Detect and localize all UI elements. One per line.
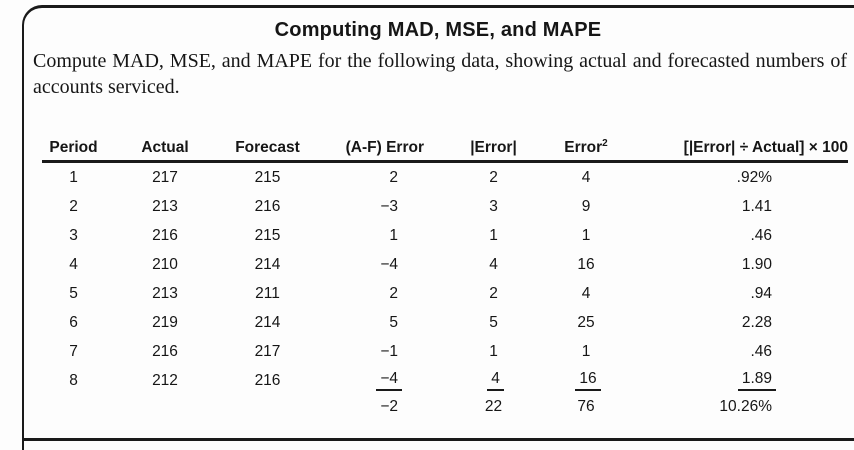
cell-abs-error: 5: [489, 313, 498, 331]
cell-period: 4: [69, 255, 78, 273]
cell-forecast: 211: [255, 284, 280, 302]
cell-pct-error: .92%: [736, 168, 772, 186]
error-squared-base: Error: [564, 139, 603, 156]
cell-forecast: 214: [254, 313, 281, 331]
table-row: 3 216 215 1 1 1 .46: [42, 221, 848, 250]
cell-actual: 216: [152, 342, 178, 360]
table-row: 2 213 216 −3 3 9 1.41: [42, 192, 848, 221]
cell-error-sq: 25: [577, 313, 595, 331]
section-divider-rule: [22, 438, 854, 441]
sum-underline: 4: [487, 370, 504, 391]
total-pct-error: 10.26%: [719, 398, 772, 415]
example-box-frame: [22, 5, 854, 450]
cell-period: 2: [69, 197, 78, 215]
cell-abs-error: 1: [489, 342, 498, 360]
cell-af-error: 2: [389, 284, 398, 302]
cell-af-error: −3: [380, 197, 398, 215]
cell-af-error: −4: [320, 370, 430, 391]
cell-period: 7: [69, 342, 78, 360]
problem-description: Compute MAD, MSE, and MAPE for the follo…: [33, 50, 847, 98]
cell-actual: 210: [152, 255, 178, 273]
cell-actual: 216: [152, 226, 178, 244]
col-header-abs-error: |Error|: [470, 139, 517, 156]
col-header-pct-error: [|Error| ÷ Actual] × 100: [683, 139, 848, 156]
cell-forecast: 215: [254, 226, 281, 244]
cell-actual: 212: [152, 371, 178, 389]
cell-error-sq: 1: [581, 342, 591, 360]
cell-abs-error: 1: [489, 226, 498, 244]
mad-mse-mape-table: Period Actual Forecast (A-F) Error |Erro…: [42, 134, 848, 419]
col-header-af-error: (A-F) Error: [345, 139, 424, 156]
table-row: 5 213 211 2 2 4 .94: [42, 279, 848, 308]
page-title: Computing MAD, MSE, and MAPE: [274, 19, 602, 41]
cell-abs-error: 4: [430, 370, 545, 391]
table-totals-row: −2 22 76 10.26%: [42, 395, 848, 419]
cell-actual: 213: [152, 284, 178, 302]
table-row: 8 212 216 −4 4 16 1.89: [42, 366, 848, 395]
cell-pct-error: 1.41: [741, 197, 772, 215]
col-header-period: Period: [49, 139, 98, 156]
cell-af-error: −1: [380, 342, 398, 360]
error-squared-exponent: 2: [602, 137, 608, 149]
cell-pct-error: .94: [750, 284, 772, 302]
total-error-sq: 76: [577, 398, 595, 415]
table-row: 6 219 214 5 5 25 2.28: [42, 308, 848, 337]
cell-forecast: 214: [254, 255, 281, 273]
table-header-row: Period Actual Forecast (A-F) Error |Erro…: [42, 134, 848, 160]
cell-abs-error: 2: [489, 168, 498, 186]
cell-error-sq: 4: [581, 284, 591, 302]
cell-forecast: 216: [254, 197, 281, 215]
cell-pct-error: 2.28: [741, 313, 772, 331]
cell-actual: 217: [152, 168, 178, 186]
cell-forecast: 215: [254, 168, 281, 186]
cell-period: 8: [69, 371, 78, 389]
cell-period: 5: [69, 284, 78, 302]
cell-error-sq: 4: [581, 168, 591, 186]
cell-abs-error: 4: [489, 255, 498, 273]
cell-pct-error: .46: [750, 342, 772, 360]
cell-error-sq: 16: [545, 370, 635, 391]
sum-underline: −4: [376, 370, 402, 391]
table-row: 1 217 215 2 2 4 .92%: [42, 163, 848, 192]
cell-actual: 213: [152, 197, 178, 215]
table-row: 7 216 217 −1 1 1 .46: [42, 337, 848, 366]
cell-error-sq: 1: [581, 226, 591, 244]
cell-abs-error: 3: [489, 197, 498, 215]
cell-pct-error: .46: [750, 226, 772, 244]
col-header-actual: Actual: [141, 139, 189, 156]
table-row: 4 210 214 −4 4 16 1.90: [42, 250, 848, 279]
cell-period: 6: [69, 313, 78, 331]
header-rule: [42, 160, 848, 163]
sum-underline: 16: [575, 370, 601, 391]
total-af-error: −2: [380, 398, 398, 415]
cell-pct-error: 1.90: [741, 255, 772, 273]
total-abs-error: 22: [484, 398, 503, 415]
sum-underline: 1.89: [737, 370, 776, 391]
cell-abs-error: 2: [489, 284, 498, 302]
cell-af-error: −4: [380, 255, 398, 273]
cell-period: 1: [69, 168, 78, 186]
cell-pct-error: 1.89: [635, 370, 848, 391]
cell-forecast: 216: [254, 371, 281, 389]
cell-period: 3: [69, 226, 78, 244]
cell-forecast: 217: [254, 342, 281, 360]
col-header-forecast: Forecast: [235, 139, 300, 156]
cell-error-sq: 16: [577, 255, 595, 273]
cell-af-error: 2: [389, 168, 398, 186]
cell-af-error: 1: [389, 226, 398, 244]
cell-error-sq: 9: [581, 197, 591, 215]
col-header-error-squared: Error2: [545, 138, 635, 157]
cell-af-error: 5: [389, 313, 398, 331]
cell-actual: 219: [152, 313, 178, 331]
